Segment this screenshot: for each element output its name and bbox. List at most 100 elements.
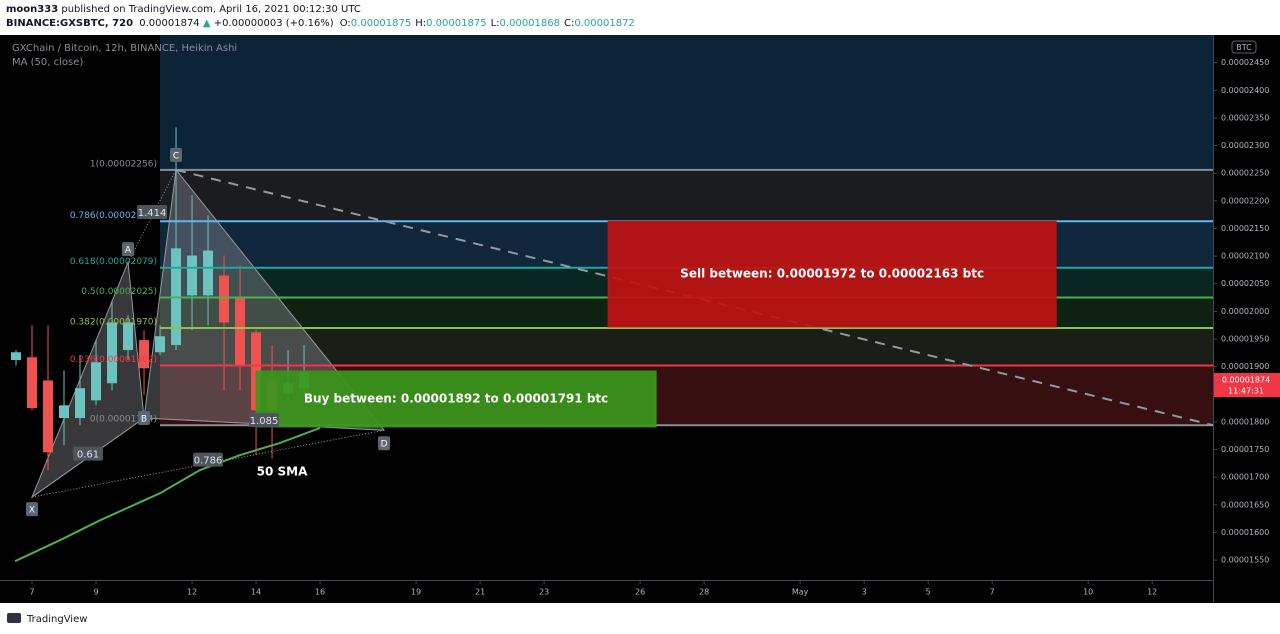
ohlc-value: 0.00001868 xyxy=(500,18,560,29)
x-tick-label: 10 xyxy=(1083,588,1093,597)
x-tick-label: 16 xyxy=(315,588,325,597)
x-tick-label: 3 xyxy=(862,588,867,597)
x-tick-label: 19 xyxy=(411,588,421,597)
y-tick-label: 0.00001600 xyxy=(1221,528,1269,537)
y-tick-label: 0.00002050 xyxy=(1221,279,1269,288)
footer-bg xyxy=(0,603,1280,634)
time-axis-bg xyxy=(0,580,1213,603)
zone-box xyxy=(255,370,657,428)
candle-body xyxy=(27,357,38,409)
candle-body xyxy=(123,322,134,351)
point-tag xyxy=(122,242,135,257)
y-tick-label: 0.00002200 xyxy=(1221,196,1269,205)
x-tick-label: May xyxy=(792,588,809,597)
candle-body xyxy=(107,322,118,384)
ratio-tag xyxy=(249,413,280,428)
ratio-label: 1.085 xyxy=(250,416,279,427)
candle-body xyxy=(155,336,166,353)
currency-badge xyxy=(1231,40,1257,54)
ratio-tag xyxy=(73,446,104,461)
x-tick-label: 21 xyxy=(475,588,485,597)
y-tick-label: 0.00001650 xyxy=(1221,500,1269,509)
legend-text: MA (50, close) xyxy=(12,57,83,68)
y-tick-label: 0.00002350 xyxy=(1221,113,1269,122)
candle-body xyxy=(43,380,54,453)
point-label: A xyxy=(125,246,132,256)
fib-label: 0.236(0.00001902) xyxy=(70,355,157,365)
candle-body xyxy=(59,405,70,419)
ohlc-label: L: xyxy=(491,18,500,29)
ratio-tag xyxy=(137,205,168,220)
currency: BTC xyxy=(1236,43,1252,52)
y-tick-label: 0.00002100 xyxy=(1221,252,1269,261)
point-tag xyxy=(378,436,391,451)
candle-body xyxy=(187,255,198,296)
fib-band xyxy=(160,169,1214,222)
ohlc-value: 0.00001872 xyxy=(574,18,634,29)
symbol: BINANCE:GXSBTC, 720 xyxy=(6,18,133,29)
x-tick-label: 7 xyxy=(29,588,34,597)
y-tick-label: 0.00001700 xyxy=(1221,473,1269,482)
x-tick-label: 7 xyxy=(990,588,995,597)
fib-label: 0.618(0.00002079) xyxy=(70,257,157,267)
x-tick-label: 9 xyxy=(93,588,98,597)
ratio-label: 0.61 xyxy=(77,450,99,461)
legend-text: GXChain / Bitcoin, 12h, BINANCE, Heikin … xyxy=(12,43,237,54)
author: moon333 xyxy=(6,4,58,15)
x-tick-label: 14 xyxy=(251,588,261,597)
trend-line xyxy=(175,168,1214,427)
fib-label: 0.382(0.00001970) xyxy=(70,317,157,327)
x-tick-label: 28 xyxy=(699,588,709,597)
point-tag xyxy=(26,502,39,517)
candle-body xyxy=(219,275,230,323)
ohlc-value: 0.00001875 xyxy=(351,18,411,29)
candle-body xyxy=(91,362,102,401)
y-tick-label: 0.00001550 xyxy=(1221,556,1269,565)
last-price-label: 0.00001874 xyxy=(1222,376,1270,385)
y-tick-label: 0.00002400 xyxy=(1221,86,1269,95)
ohlc-label: H: xyxy=(415,18,426,29)
candle-body xyxy=(11,352,22,361)
candle-body xyxy=(235,298,246,366)
point-label: B xyxy=(141,415,147,425)
candle-body xyxy=(139,340,150,369)
plot: 1(0.00002256) 0.786(0.00002163) 0.618(0.00… xyxy=(0,35,1280,603)
ohlc-value: 0.00001875 xyxy=(426,18,486,29)
candle-body xyxy=(75,388,86,419)
y-tick-label: 0.00002150 xyxy=(1221,224,1269,233)
ohlc-label: O: xyxy=(340,18,351,29)
fib-label: 0.786(0.00002163) xyxy=(70,211,157,221)
x-tick-label: 5 xyxy=(926,588,931,597)
arrow: ▲ xyxy=(203,18,211,29)
x-tick-label: 12 xyxy=(1147,588,1157,597)
header-bg xyxy=(0,0,1280,35)
point-label: X xyxy=(29,506,35,516)
pattern-dotted xyxy=(31,417,145,498)
fib-label: 0.5(0.00002025) xyxy=(81,287,157,297)
zone-box xyxy=(607,220,1057,328)
x-tick-label: 12 xyxy=(187,588,197,597)
y-tick-label: 0.00002450 xyxy=(1221,58,1269,67)
ratio-label: 1.414 xyxy=(138,208,167,219)
ohlc: O:0.00001875 H:0.00001875 L:0.00001868 C:0.… xyxy=(340,18,635,29)
header-line: moon333 published on TradingView.com, Ap… xyxy=(6,4,361,15)
logo-icon xyxy=(7,613,21,623)
point-tag xyxy=(138,411,151,426)
ma-line xyxy=(14,427,321,563)
fib-top-fill xyxy=(160,35,1214,170)
ratio-label: 0.786 xyxy=(194,456,223,467)
x-tick-label: 26 xyxy=(635,588,645,597)
fib-label: 1(0.00002256) xyxy=(90,159,157,169)
footer-logo: TradingView xyxy=(7,613,87,625)
point-tag xyxy=(170,147,183,162)
zone-text: Sell between: 0.00001972 to 0.00002163 b… xyxy=(680,267,984,281)
change: +0.00000003 (+0.16%) xyxy=(214,18,334,29)
point-label: C xyxy=(173,151,179,161)
x-tick-label: 23 xyxy=(539,588,549,597)
y-tick-label: 0.00002250 xyxy=(1221,169,1269,178)
y-tick-label: 0.00001800 xyxy=(1221,417,1269,426)
point-label: D xyxy=(381,440,388,450)
y-tick-label: 0.00001950 xyxy=(1221,335,1269,344)
last: 0.00001874 xyxy=(139,18,199,29)
